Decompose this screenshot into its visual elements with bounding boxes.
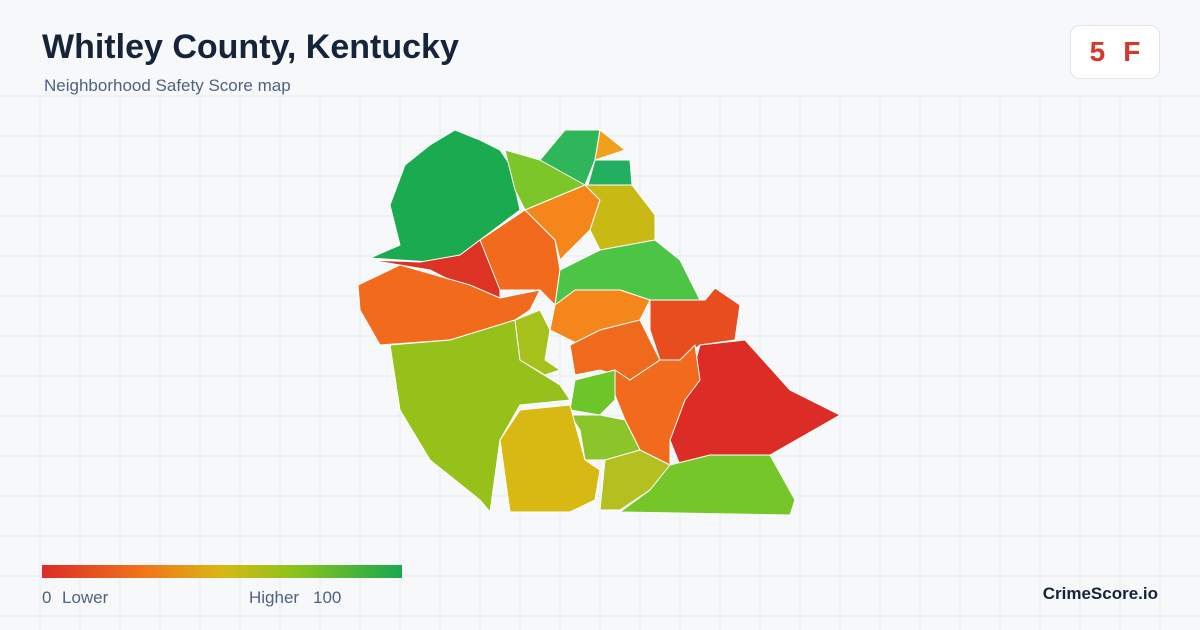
legend-max-label: Higher [249,588,300,607]
grade: F [1123,36,1141,67]
region [619,454,796,516]
region [594,129,626,161]
brand: CrimeScore.io [1042,584,1158,603]
title: Whitley County, Kentucky [42,28,459,66]
region [649,287,741,361]
legend-gradient [42,565,402,578]
grid [0,95,1200,630]
region [357,264,541,346]
region [569,369,616,416]
score: 5 [1089,36,1106,67]
subtitle: Neighborhood Safety Score map [44,76,291,95]
county-map [357,129,841,516]
legend-max: 100 [313,588,342,607]
region [584,184,656,251]
region [587,159,633,186]
score-badge: 5 F [1070,25,1160,79]
region [499,404,601,513]
legend-min-label: Lower [62,588,109,607]
legend-min: 0 [42,588,52,607]
region [514,309,561,376]
